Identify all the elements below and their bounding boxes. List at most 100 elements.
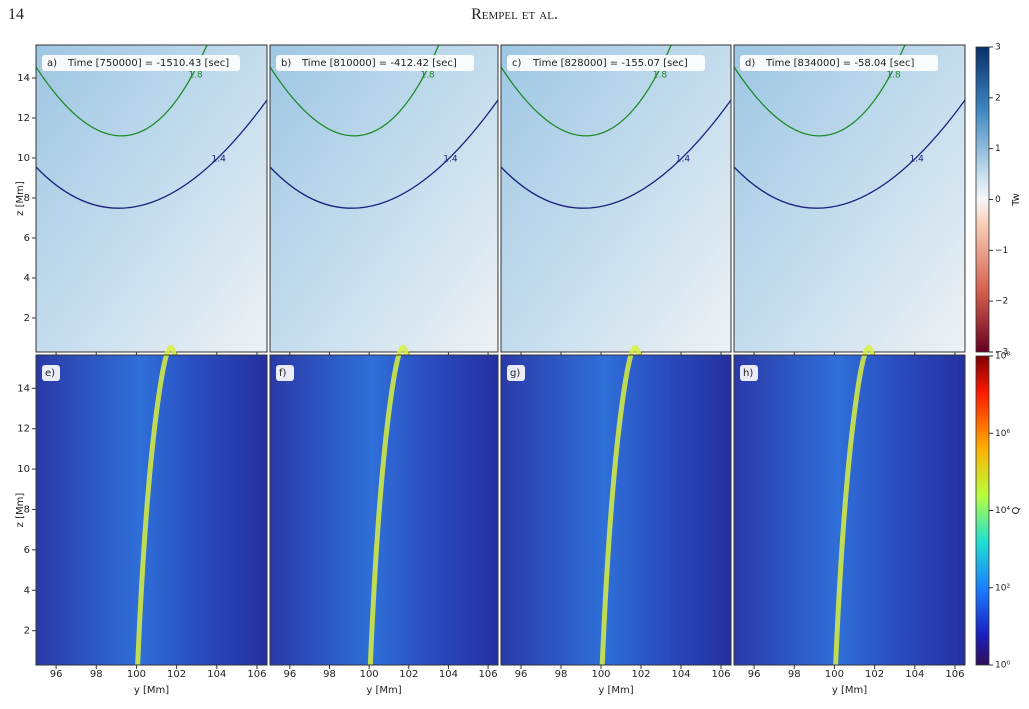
contour-outer [269, 44, 440, 137]
y-tick-label: 14 [17, 73, 30, 84]
y-tick-label: 8 [24, 193, 30, 204]
x-tick-label: 100 [360, 669, 379, 680]
panel-time: Time [828000] = -155.07 [sec] [532, 58, 688, 69]
label-box [42, 365, 60, 381]
panel-image [270, 355, 498, 665]
colorbar-tick-label: 10⁴ [995, 506, 1010, 516]
contour-label: 1.4 [443, 155, 458, 165]
contour-label: 1.8 [188, 71, 203, 81]
y-tick-label: 4 [24, 273, 30, 284]
panel-label: g) [510, 368, 520, 379]
colorbar-tick-label: 3 [995, 43, 1001, 53]
y-tick-label: 6 [24, 545, 30, 556]
colorbar-label: Tw [1011, 193, 1022, 207]
y-axis-label: z [Mm] [15, 493, 26, 528]
colorbar-tick-label: 1 [995, 144, 1001, 154]
colorbar-tick-label: 10² [995, 583, 1010, 593]
panel-label: c) [512, 58, 521, 69]
panel-image [270, 45, 498, 352]
panel-label: d) [745, 58, 755, 69]
colorbar [975, 355, 990, 666]
title-box [276, 55, 474, 71]
panel-frame [500, 44, 732, 353]
panel-label: h) [743, 368, 753, 379]
panel-title: a) Time [750000] = -1510.43 [sec] [42, 55, 240, 71]
panel-time: Time [810000] = -412.42 [sec] [301, 58, 457, 69]
colorbar-tick-label: 2 [995, 93, 1001, 103]
x-tick-label: 102 [631, 669, 650, 680]
panel-title: d) Time [834000] = -58.04 [sec] [740, 55, 938, 71]
x-tick-label: 106 [479, 669, 498, 680]
panel-image [36, 355, 267, 665]
title-box [740, 55, 938, 71]
panel-frame [733, 44, 966, 353]
contour-label: 1.8 [886, 71, 901, 81]
panel-label: f) [279, 368, 287, 379]
panel-frame [500, 354, 732, 666]
panel-label: b) [281, 58, 291, 69]
x-tick-label: 96 [515, 669, 528, 680]
y-tick-label: 8 [24, 504, 30, 515]
panel-image [501, 355, 731, 665]
y-tick-label: 10 [17, 464, 30, 475]
colorbar-label: Q [1011, 506, 1022, 514]
panel-image [501, 45, 731, 352]
x-tick-label: 96 [50, 669, 63, 680]
panel-frame [269, 44, 499, 353]
contour-inner [35, 99, 268, 209]
title-box [507, 55, 705, 71]
label-box [276, 365, 294, 381]
x-tick-label: 104 [905, 669, 924, 680]
panel-frame [733, 354, 966, 666]
page-number: 14 [8, 6, 24, 23]
y-tick-label: 14 [17, 383, 30, 394]
panel-title: c) Time [828000] = -155.07 [sec] [507, 55, 705, 71]
panel-label: e) [45, 368, 55, 379]
contour-label: 1.8 [420, 71, 435, 81]
x-tick-label: 104 [207, 669, 226, 680]
y-tick-label: 2 [24, 626, 30, 637]
panel-frame [269, 354, 499, 666]
contour-inner [269, 99, 499, 209]
panel-frame [35, 354, 268, 666]
x-tick-label: 96 [748, 669, 761, 680]
x-tick-label: 100 [825, 669, 844, 680]
x-tick-label: 100 [127, 669, 146, 680]
contour-outer [35, 44, 208, 137]
x-tick-label: 98 [323, 669, 336, 680]
x-tick-label: 106 [711, 669, 730, 680]
x-axis-label: y [Mm] [134, 685, 169, 696]
colorbar-tick-label: −2 [995, 297, 1008, 307]
colorbar-tick-label: −1 [995, 246, 1008, 256]
y-tick-label: 10 [17, 153, 30, 164]
x-tick-label: 102 [865, 669, 884, 680]
y-tick-label: 12 [17, 113, 30, 124]
y-tick-label: 2 [24, 313, 30, 324]
colorbar [975, 46, 990, 353]
contour-outer [500, 44, 672, 137]
x-tick-label: 96 [283, 669, 296, 680]
current-sheet [135, 345, 178, 666]
x-tick-label: 106 [247, 669, 266, 680]
contour-outer [733, 44, 906, 137]
panel-label: a) [47, 58, 57, 69]
x-tick-label: 98 [788, 669, 801, 680]
x-tick-label: 106 [945, 669, 964, 680]
contour-label: 1.4 [676, 155, 691, 165]
x-tick-label: 98 [90, 669, 103, 680]
panel-image [734, 355, 965, 665]
title-box [42, 55, 240, 71]
x-axis-label: y [Mm] [832, 685, 867, 696]
x-axis-label: y [Mm] [598, 685, 633, 696]
current-sheet [367, 345, 410, 666]
x-tick-label: 98 [555, 669, 568, 680]
label-box [740, 365, 758, 381]
colorbar-tick-label: 0 [995, 195, 1001, 205]
x-tick-label: 102 [167, 669, 186, 680]
contour-inner [500, 99, 732, 209]
x-axis-label: y [Mm] [366, 685, 401, 696]
current-sheet [833, 345, 876, 666]
y-axis-label: z [Mm] [15, 181, 26, 216]
